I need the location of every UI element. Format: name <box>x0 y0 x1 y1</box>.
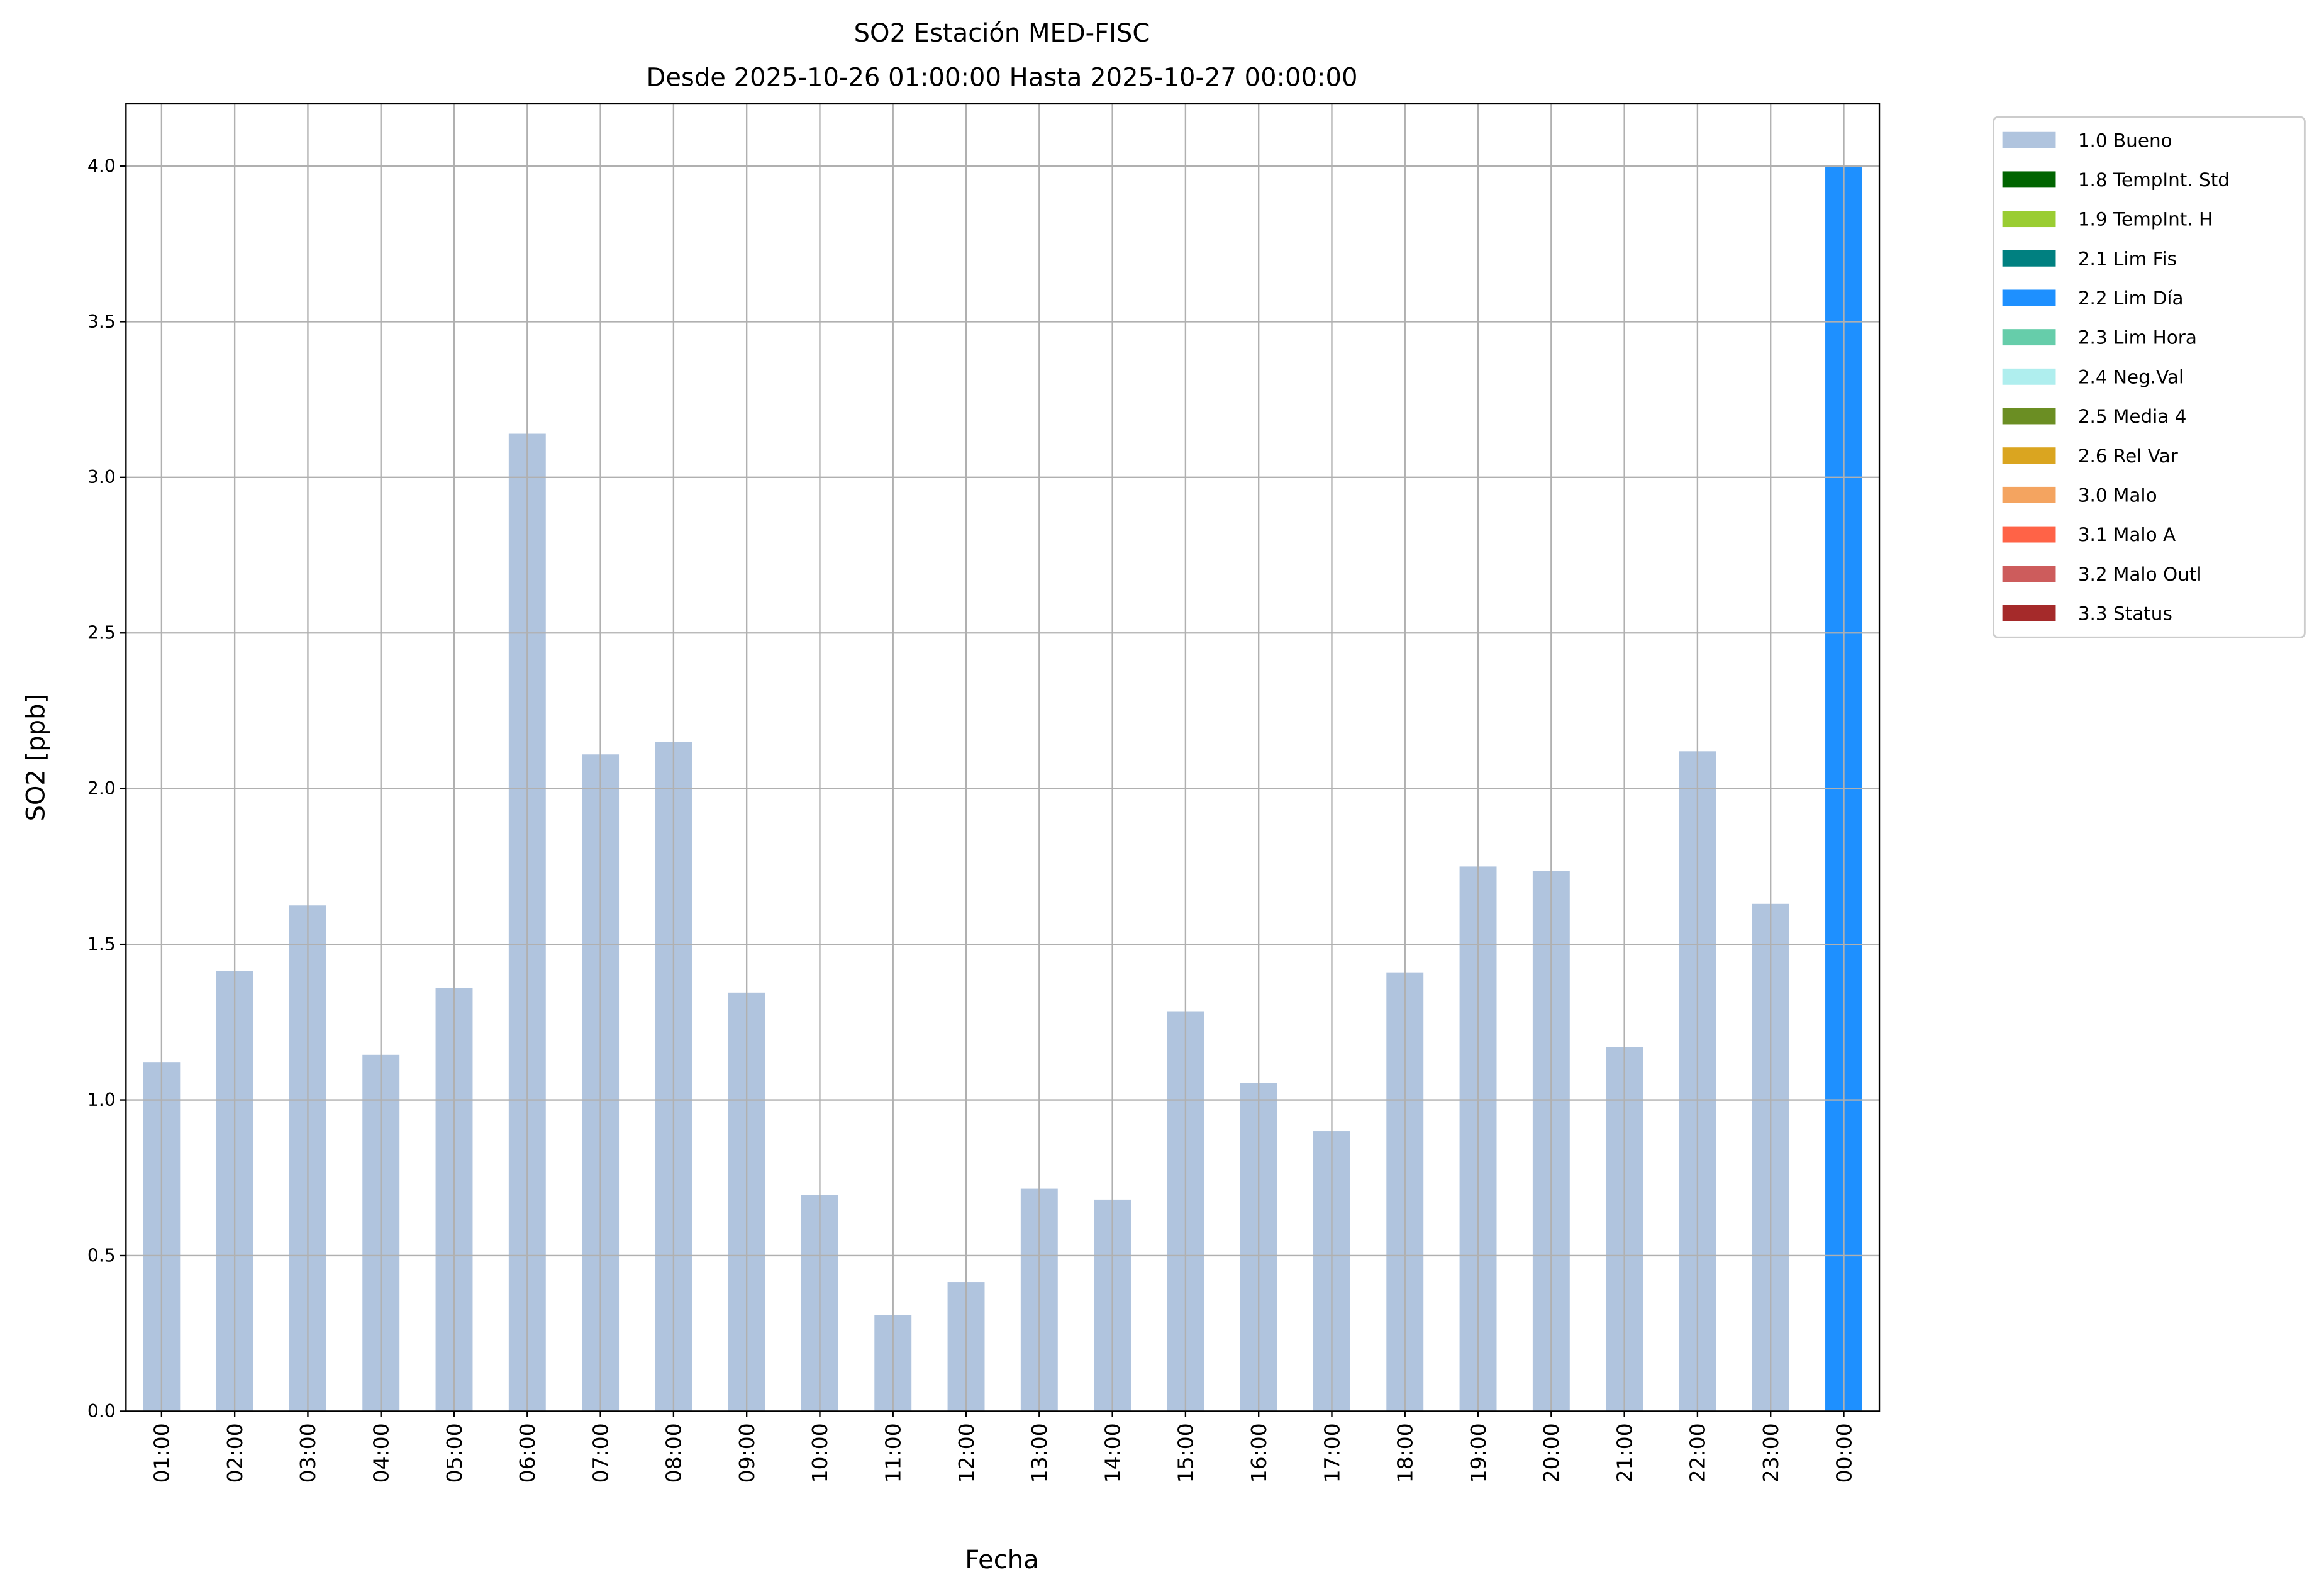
x-axis: 01:00 02:00 03:00 04:00 05:00 06:00 07:00 08:00… <box>150 1411 1856 1483</box>
x-tick-label: 01:00 <box>150 1423 174 1483</box>
x-tick-label: 16:00 <box>1247 1423 1271 1483</box>
x-tick-label: 23:00 <box>1759 1423 1783 1483</box>
y-tick-label: 1.5 <box>87 934 116 955</box>
legend-swatch <box>2002 211 2056 228</box>
x-tick-label: 18:00 <box>1393 1423 1418 1483</box>
x-tick-label: 09:00 <box>735 1423 759 1483</box>
legend-label: 3.0 Malo <box>2078 484 2157 506</box>
legend-swatch <box>2002 408 2056 425</box>
x-tick-label: 07:00 <box>588 1423 613 1483</box>
x-axis-label: Fecha <box>965 1546 1038 1574</box>
legend-label: 2.3 Lim Hora <box>2078 327 2197 348</box>
x-tick-label: 00:00 <box>1832 1423 1856 1483</box>
y-tick-label: 2.0 <box>87 778 116 799</box>
legend-swatch <box>2002 289 2056 306</box>
x-tick-label: 05:00 <box>442 1423 467 1483</box>
y-tick-label: 2.5 <box>87 623 116 644</box>
legend-label: 3.3 Status <box>2078 603 2172 625</box>
legend-label: 2.6 Rel Var <box>2078 445 2179 467</box>
legend-swatch <box>2002 131 2056 148</box>
y-axis-label: SO2 [ppb] <box>22 694 51 822</box>
y-tick-label: 0.0 <box>87 1401 116 1422</box>
legend-frame <box>1993 116 2306 638</box>
x-tick-label: 17:00 <box>1320 1423 1344 1483</box>
legend: 1.0 Bueno 1.8 TempInt. Std 1.9 TempInt. H 2… <box>1993 116 2306 638</box>
x-tick-label: 20:00 <box>1539 1423 1564 1483</box>
x-tick-label: 14:00 <box>1100 1423 1125 1483</box>
x-tick-label: 03:00 <box>296 1423 320 1483</box>
legend-swatch <box>2002 486 2056 503</box>
x-tick-label: 19:00 <box>1466 1423 1491 1483</box>
y-tick-label: 0.5 <box>87 1245 116 1266</box>
x-tick-label: 10:00 <box>808 1423 832 1483</box>
legend-swatch <box>2002 329 2056 346</box>
x-tick-label: 22:00 <box>1686 1423 1710 1483</box>
x-tick-label: 06:00 <box>515 1423 540 1483</box>
legend-swatch <box>2002 605 2056 621</box>
legend-label: 2.5 Media 4 <box>2078 406 2187 427</box>
x-tick-label: 08:00 <box>662 1423 686 1483</box>
x-tick-label: 02:00 <box>223 1423 247 1483</box>
legend-swatch <box>2002 250 2056 267</box>
x-tick-label: 21:00 <box>1612 1423 1637 1483</box>
y-axis: 0.0 0.5 1.0 1.5 2.0 2.5 3.0 3.5 4.0 <box>87 155 126 1422</box>
legend-label: 2.1 Lim Fis <box>2078 248 2177 269</box>
legend-label: 2.4 Neg.Val <box>2078 366 2184 387</box>
chart-title: SO2 Estación MED-FISC <box>854 19 1150 48</box>
grid-lines <box>126 103 1880 1412</box>
y-tick-label: 1.0 <box>87 1090 116 1110</box>
legend-label: 3.1 Malo A <box>2078 524 2176 545</box>
x-tick-label: 04:00 <box>369 1423 394 1483</box>
legend-label: 1.8 TempInt. Std <box>2078 169 2230 191</box>
legend-swatch <box>2002 368 2056 385</box>
chart-subtitle: Desde 2025-10-26 01:00:00 Hasta 2025-10-… <box>646 64 1357 92</box>
legend-label: 1.9 TempInt. H <box>2078 209 2213 230</box>
plot-frame <box>125 103 1881 1412</box>
legend-label: 2.2 Lim Día <box>2078 287 2184 309</box>
legend-swatch <box>2002 566 2056 582</box>
x-tick-label: 13:00 <box>1027 1423 1052 1483</box>
legend-label: 3.2 Malo Outl <box>2078 564 2202 585</box>
y-tick-label: 3.5 <box>87 311 116 332</box>
legend-swatch <box>2002 526 2056 543</box>
y-tick-label: 4.0 <box>87 155 116 176</box>
legend-swatch <box>2002 171 2056 188</box>
legend-label: 1.0 Bueno <box>2078 130 2172 151</box>
x-tick-label: 12:00 <box>954 1423 979 1483</box>
x-tick-label: 15:00 <box>1174 1423 1198 1483</box>
x-tick-label: 11:00 <box>881 1423 906 1483</box>
y-tick-label: 3.0 <box>87 467 116 488</box>
legend-swatch <box>2002 447 2056 464</box>
